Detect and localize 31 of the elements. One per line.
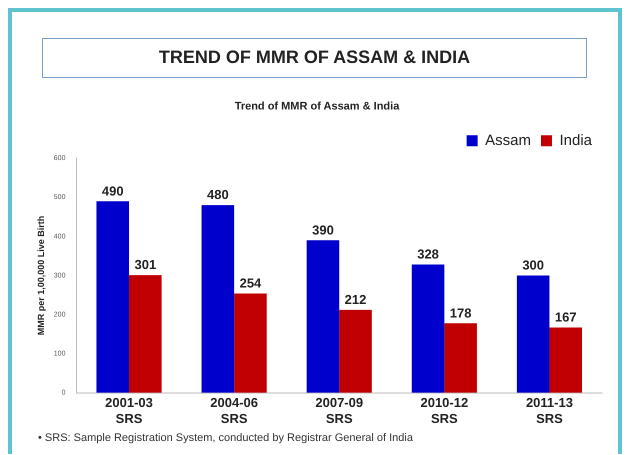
legend-label: India xyxy=(559,132,593,149)
data-label: 480 xyxy=(206,187,229,202)
bar xyxy=(129,275,162,393)
data-label: 212 xyxy=(344,292,366,307)
bar xyxy=(234,293,267,393)
bar xyxy=(339,310,372,393)
data-label: 167 xyxy=(554,310,577,325)
data-label: 390 xyxy=(312,222,334,238)
data-label: 301 xyxy=(134,257,156,272)
bar xyxy=(306,240,340,393)
data-label: 300 xyxy=(522,258,544,273)
x-tick-label: 2001-03 SRS xyxy=(105,395,153,426)
bar xyxy=(412,264,444,393)
text: • SRS: Sample Registration System, conducted by Registrar General of India xyxy=(38,432,413,444)
bar xyxy=(549,328,582,393)
data-label: 490 xyxy=(102,183,124,198)
bar xyxy=(96,201,130,393)
x-tick-label: 2011-13 SRS xyxy=(526,395,573,426)
legend-label: Assam xyxy=(485,132,531,149)
chart-title: TREND OF MMR OF ASSAM & INDIA xyxy=(42,38,587,78)
chart-subtitle: Trend of MMR of Assam & India xyxy=(234,100,400,113)
x-tick-label: 2004-06 SRS xyxy=(210,395,258,426)
data-label: 328 xyxy=(417,246,439,262)
bar xyxy=(444,323,477,393)
data-label: 254 xyxy=(240,276,262,291)
x-tick-label: 2010-12 SRS xyxy=(420,395,468,426)
data-label: 178 xyxy=(450,305,472,320)
x-tick-label: 2007-09 SRS xyxy=(315,395,364,426)
y-axis-title: MMR per 1,00,000 Live Birth xyxy=(36,216,46,336)
bar xyxy=(202,205,234,393)
bar xyxy=(516,276,550,393)
